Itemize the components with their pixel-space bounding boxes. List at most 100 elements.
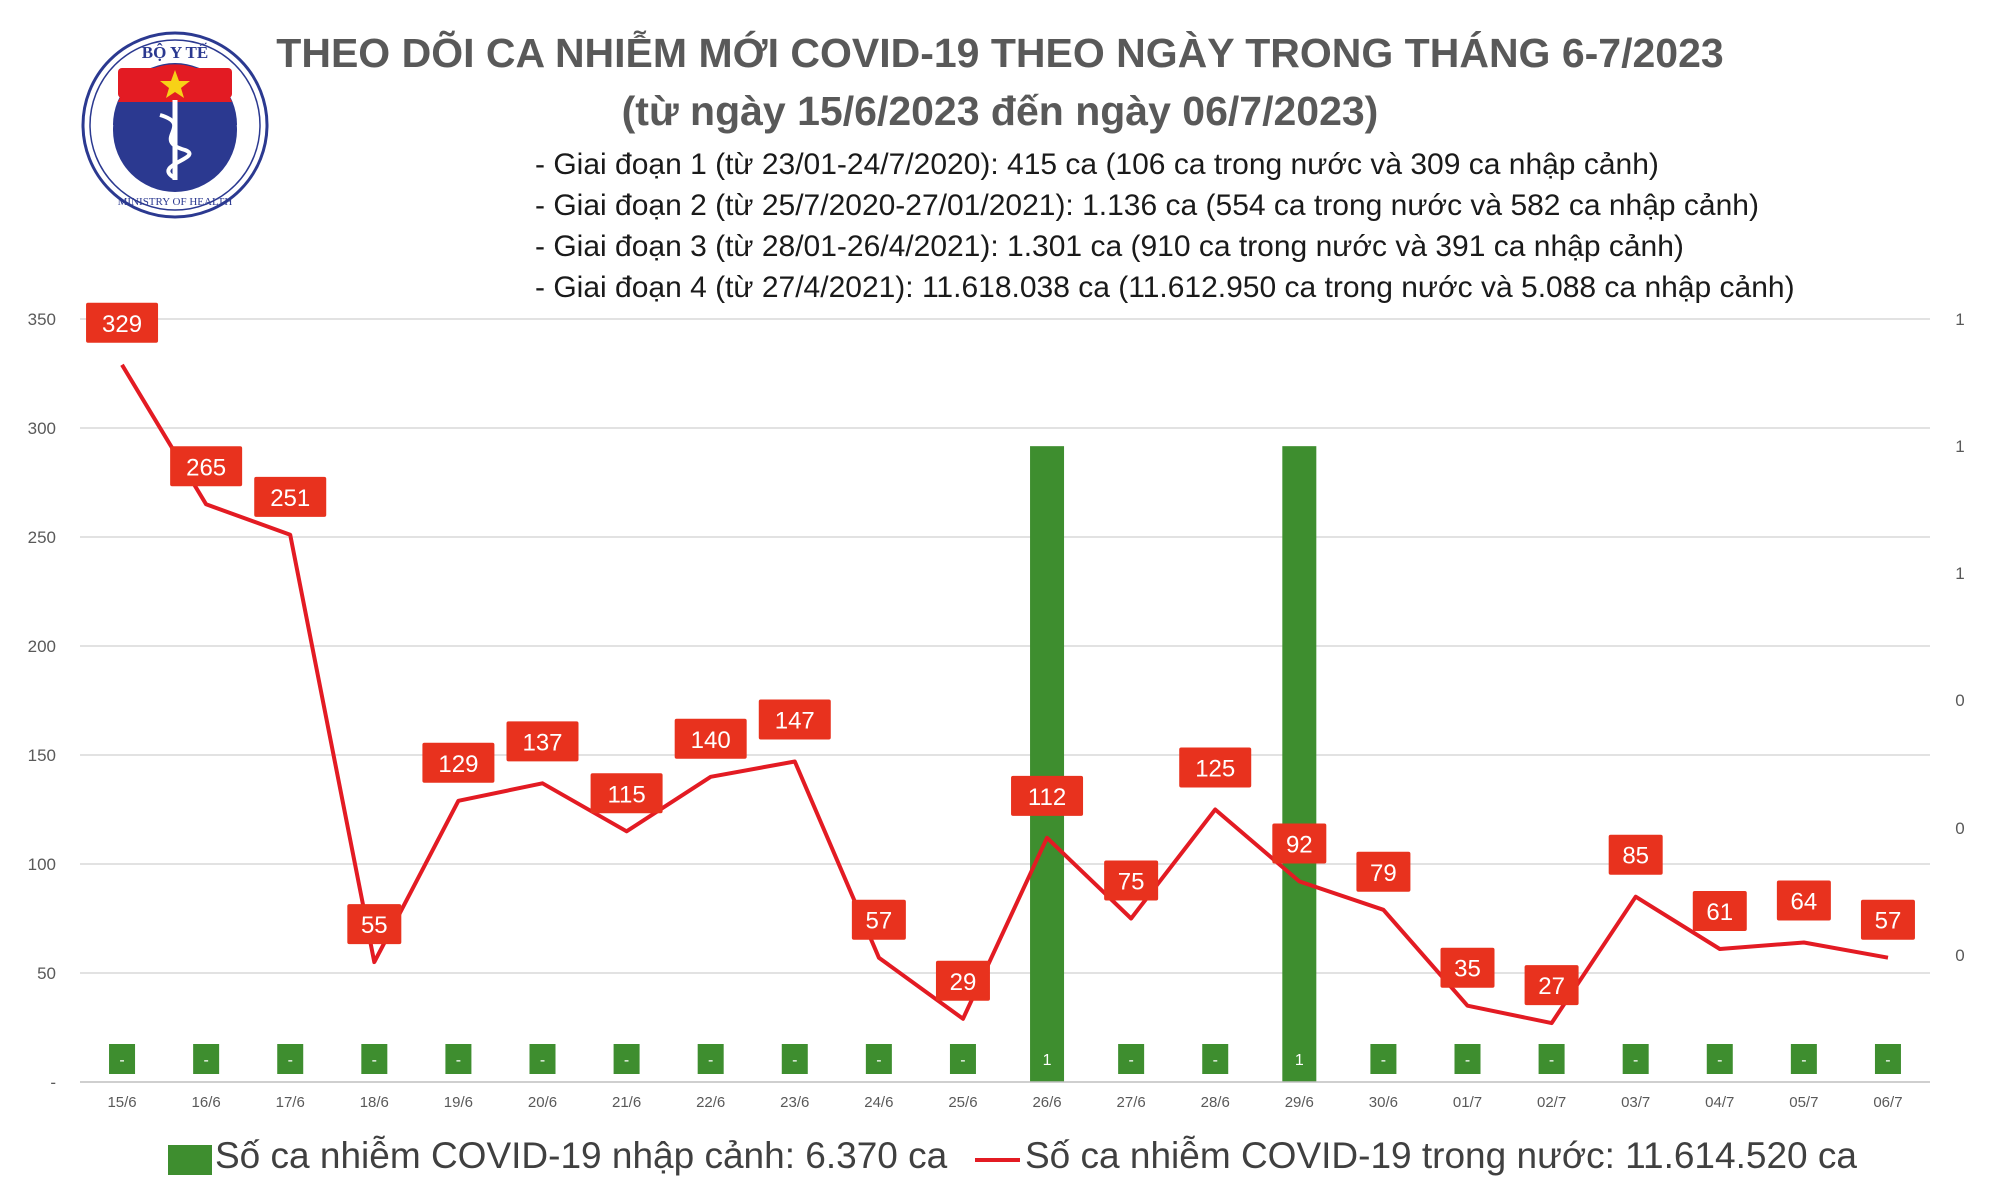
import-bar-label: - — [960, 1052, 965, 1069]
import-bar-label-box — [361, 1044, 388, 1074]
y-right-tick-label: 0 — [1955, 691, 1964, 710]
data-label-box — [1608, 834, 1663, 875]
data-label: 75 — [1118, 869, 1145, 896]
import-bar-label: 1 — [1295, 1052, 1304, 1069]
axes: - 50 100 150 200 250 300 350 0 0 0 1 1 1 15/6 16/6 17/6 1… — [28, 310, 1965, 1111]
x-tick-label: 29/6 — [1285, 1094, 1314, 1111]
import-bar-label-box — [697, 1044, 724, 1074]
x-tick-label: 15/6 — [107, 1094, 136, 1111]
data-label-box — [674, 718, 747, 759]
data-label: 125 — [1195, 756, 1235, 783]
data-label: 115 — [607, 781, 645, 808]
data-label: 64 — [1791, 888, 1818, 915]
import-bar-label-box — [109, 1044, 136, 1074]
x-tick-label: 04/7 — [1705, 1094, 1734, 1111]
data-label-box — [758, 699, 831, 740]
data-label: 129 — [438, 751, 478, 778]
import-bars: - - - - - - - - - - - 1 - - 1 - - - - - - - — [109, 446, 1901, 1083]
import-bar-label-box — [781, 1044, 808, 1074]
data-label-box — [1104, 860, 1159, 901]
import-bar-label-box — [1622, 1044, 1649, 1074]
data-label: 112 — [1028, 784, 1066, 811]
import-bar-label: - — [456, 1052, 461, 1069]
import-bar-label: - — [1381, 1052, 1386, 1069]
import-bar-label-box — [193, 1044, 220, 1074]
y-left-tick-label: 150 — [28, 746, 56, 765]
star-icon — [160, 70, 190, 98]
data-label-box — [935, 960, 990, 1001]
data-label: 29 — [950, 969, 977, 996]
x-tick-label: 28/6 — [1201, 1094, 1230, 1111]
import-bar-label-box — [1454, 1044, 1481, 1074]
note-phase-4: - Giai đoạn 4 (từ 27/4/2021): 11.618.038… — [535, 271, 1795, 304]
data-label: 137 — [522, 729, 562, 756]
data-label-box — [1692, 891, 1747, 932]
import-bar-label-box — [1370, 1044, 1397, 1074]
import-bar-label: - — [876, 1052, 881, 1069]
import-bar-label-box — [1874, 1044, 1901, 1074]
data-label-box — [851, 899, 906, 940]
data-label: 92 — [1286, 831, 1313, 858]
y-right-tick-label: 0 — [1955, 819, 1964, 838]
data-label: 35 — [1454, 956, 1481, 983]
y-right-tick-label: 0 — [1955, 946, 1964, 965]
x-tick-label: 25/6 — [948, 1094, 977, 1111]
import-bar-label: - — [1801, 1052, 1806, 1069]
import-bar-label-box — [529, 1044, 556, 1074]
legend-import: Số ca nhiễm COVID-19 nhập cảnh: 6.370 ca — [215, 1135, 948, 1176]
legend-bar-swatch — [168, 1145, 212, 1175]
data-label: 85 — [1622, 843, 1649, 870]
data-label-box — [1524, 965, 1579, 1006]
import-bar — [1030, 446, 1065, 1083]
chart-subtitle: (từ ngày 15/6/2023 đến ngày 06/7/2023) — [621, 88, 1379, 134]
x-tick-label: 02/7 — [1537, 1094, 1566, 1111]
import-bar-label: - — [1885, 1052, 1890, 1069]
x-tick-label: 16/6 — [192, 1094, 221, 1111]
data-label-box — [254, 476, 327, 517]
x-tick-label: 01/7 — [1453, 1094, 1482, 1111]
import-bar-label-box — [1118, 1044, 1145, 1074]
import-bar-label: - — [792, 1052, 797, 1069]
data-label: 140 — [691, 727, 731, 754]
data-label-box — [170, 446, 243, 487]
import-bar-label: - — [119, 1052, 124, 1069]
import-bar-label: - — [1128, 1052, 1133, 1069]
import-bar-label: - — [203, 1052, 208, 1069]
x-tick-label: 27/6 — [1117, 1094, 1146, 1111]
y-left-tick-label: 200 — [28, 637, 56, 656]
x-tick-label: 23/6 — [780, 1094, 809, 1111]
y-left-tick-label: 300 — [28, 419, 56, 438]
data-label-box — [422, 742, 495, 783]
logo-bottom-text: MINISTRY OF HEALTH — [118, 196, 233, 208]
data-label: 147 — [775, 708, 815, 735]
x-tick-label: 05/7 — [1789, 1094, 1818, 1111]
y-right-tick-label: 1 — [1955, 310, 1964, 329]
y-left-tick-label: - — [50, 1073, 56, 1092]
import-bar-label: - — [624, 1052, 629, 1069]
import-bar-label: - — [1213, 1052, 1218, 1069]
x-tick-label: 19/6 — [444, 1094, 473, 1111]
legend-domestic: Số ca nhiễm COVID-19 trong nước: 11.614.… — [1025, 1135, 1857, 1176]
import-bar-label-box — [1202, 1044, 1229, 1074]
chart-title: THEO DÕI CA NHIỄM MỚI COVID-19 THEO NGÀY… — [276, 30, 1724, 76]
import-bar-label: - — [372, 1052, 377, 1069]
import-bar-label-box — [1538, 1044, 1565, 1074]
data-label-box — [86, 302, 159, 343]
x-tick-label: 20/6 — [528, 1094, 557, 1111]
import-bar-label: 1 — [1043, 1052, 1052, 1069]
y-left-tick-label: 50 — [37, 964, 56, 983]
data-label: 61 — [1706, 899, 1733, 926]
import-bar-label: - — [1717, 1052, 1722, 1069]
x-tick-label: 06/7 — [1873, 1094, 1902, 1111]
x-tick-label: 24/6 — [864, 1094, 893, 1111]
data-label: 79 — [1370, 860, 1397, 887]
data-label-box — [590, 773, 663, 814]
data-label-box — [347, 904, 402, 945]
x-tick-label: 21/6 — [612, 1094, 641, 1111]
ministry-logo: BỘ Y TẾ MINISTRY OF HEALTH — [81, 31, 269, 219]
data-label: 329 — [102, 311, 142, 338]
x-tick-label: 18/6 — [360, 1094, 389, 1111]
domestic-line — [120, 363, 1889, 1026]
gridlines — [80, 318, 1930, 974]
